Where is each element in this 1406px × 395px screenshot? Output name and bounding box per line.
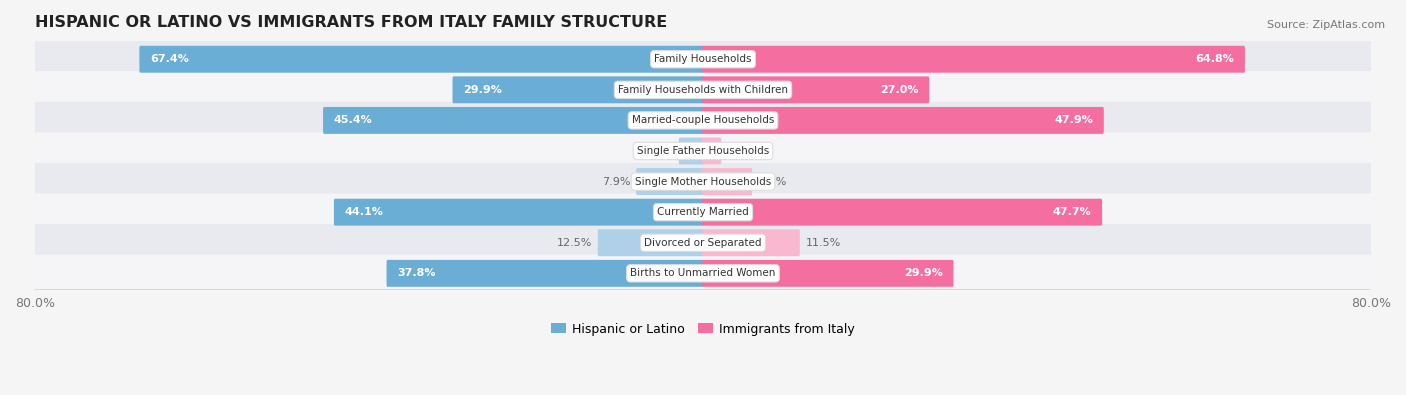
Text: 29.9%: 29.9%: [464, 85, 502, 95]
Text: 44.1%: 44.1%: [344, 207, 384, 217]
Text: 47.9%: 47.9%: [1054, 115, 1092, 125]
FancyBboxPatch shape: [702, 137, 721, 164]
Text: 27.0%: 27.0%: [880, 85, 918, 95]
Text: Married-couple Households: Married-couple Households: [631, 115, 775, 125]
Text: Currently Married: Currently Married: [657, 207, 749, 217]
FancyBboxPatch shape: [702, 107, 1104, 134]
Text: 37.8%: 37.8%: [398, 268, 436, 278]
FancyBboxPatch shape: [387, 260, 704, 287]
Text: 47.7%: 47.7%: [1053, 207, 1091, 217]
Text: 11.5%: 11.5%: [806, 238, 841, 248]
FancyBboxPatch shape: [17, 194, 1389, 231]
Text: HISPANIC OR LATINO VS IMMIGRANTS FROM ITALY FAMILY STRUCTURE: HISPANIC OR LATINO VS IMMIGRANTS FROM IT…: [35, 15, 668, 30]
Text: 5.8%: 5.8%: [758, 177, 786, 186]
FancyBboxPatch shape: [17, 41, 1389, 78]
FancyBboxPatch shape: [702, 229, 800, 256]
FancyBboxPatch shape: [335, 199, 704, 226]
FancyBboxPatch shape: [702, 199, 1102, 226]
FancyBboxPatch shape: [17, 132, 1389, 169]
FancyBboxPatch shape: [323, 107, 704, 134]
FancyBboxPatch shape: [702, 260, 953, 287]
Text: 7.9%: 7.9%: [602, 177, 630, 186]
Text: Births to Unmarried Women: Births to Unmarried Women: [630, 268, 776, 278]
FancyBboxPatch shape: [598, 229, 704, 256]
Text: 2.8%: 2.8%: [644, 146, 673, 156]
FancyBboxPatch shape: [636, 168, 704, 195]
Text: 67.4%: 67.4%: [150, 54, 188, 64]
Text: 29.9%: 29.9%: [904, 268, 942, 278]
Text: 2.1%: 2.1%: [727, 146, 755, 156]
FancyBboxPatch shape: [702, 46, 1244, 73]
Text: Single Father Households: Single Father Households: [637, 146, 769, 156]
Text: Source: ZipAtlas.com: Source: ZipAtlas.com: [1267, 20, 1385, 30]
Text: Family Households with Children: Family Households with Children: [619, 85, 787, 95]
Text: 45.4%: 45.4%: [335, 115, 373, 125]
Text: 64.8%: 64.8%: [1195, 54, 1234, 64]
FancyBboxPatch shape: [702, 76, 929, 103]
Text: Single Mother Households: Single Mother Households: [636, 177, 770, 186]
FancyBboxPatch shape: [453, 76, 704, 103]
Text: 12.5%: 12.5%: [557, 238, 592, 248]
FancyBboxPatch shape: [679, 137, 704, 164]
Text: Family Households: Family Households: [654, 54, 752, 64]
FancyBboxPatch shape: [17, 102, 1389, 139]
Text: Divorced or Separated: Divorced or Separated: [644, 238, 762, 248]
FancyBboxPatch shape: [17, 163, 1389, 200]
Legend: Hispanic or Latino, Immigrants from Italy: Hispanic or Latino, Immigrants from Ital…: [547, 318, 859, 340]
FancyBboxPatch shape: [17, 224, 1389, 261]
FancyBboxPatch shape: [702, 168, 752, 195]
FancyBboxPatch shape: [139, 46, 704, 73]
FancyBboxPatch shape: [17, 71, 1389, 109]
FancyBboxPatch shape: [17, 255, 1389, 292]
